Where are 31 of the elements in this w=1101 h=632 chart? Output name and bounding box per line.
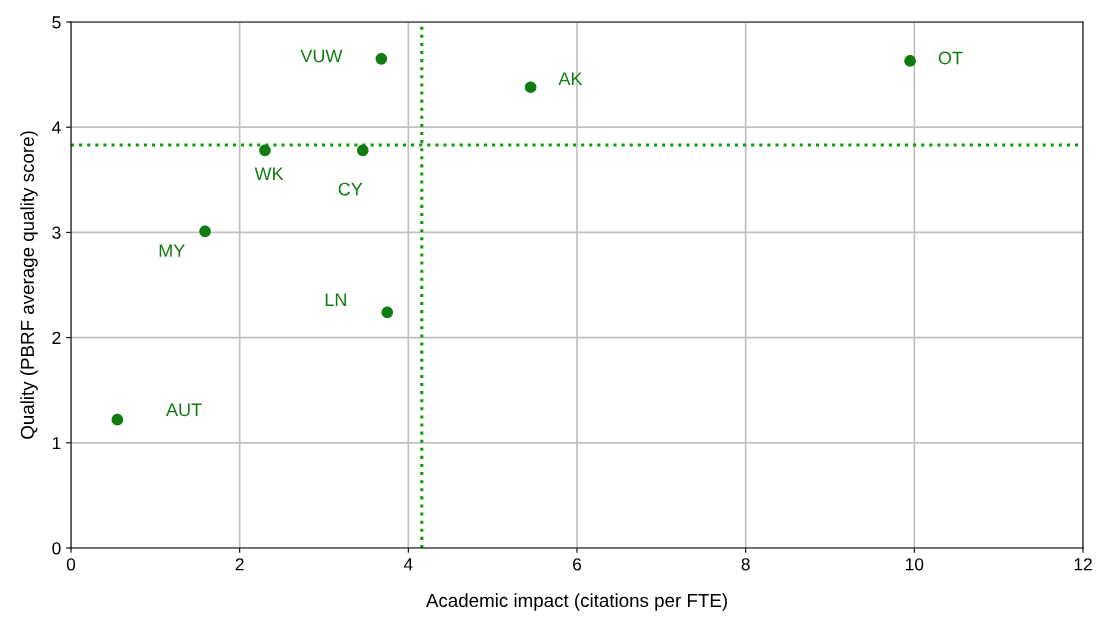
y-tick-label: 4 [52, 121, 61, 134]
point [199, 225, 211, 238]
y-tick-label: 3 [52, 226, 61, 239]
y-tick-label: 0 [52, 542, 61, 555]
x-tick-label: 4 [403, 558, 413, 571]
y-tick-label: 5 [52, 16, 61, 29]
x-tick-label: 8 [741, 558, 750, 571]
x-tick-label: 0 [66, 558, 76, 571]
annotation: MY [159, 244, 185, 257]
y-tick-label: 1 [52, 437, 61, 450]
x-tick-label: 6 [573, 558, 582, 571]
point [259, 144, 271, 157]
point [381, 306, 394, 319]
point [375, 53, 388, 65]
point [111, 413, 124, 426]
annotation: VUW [300, 49, 343, 63]
x-tick-label: 12 [1074, 558, 1092, 571]
x-axis-title: Academic impact (citations per FTE) [425, 593, 727, 611]
y-axis-title: Quality (PBRF average quality score) [20, 131, 38, 439]
x-tick-label: 10 [906, 558, 924, 571]
point [524, 81, 537, 94]
point [356, 144, 369, 157]
point [904, 55, 916, 67]
y-tick-label: 2 [52, 331, 61, 344]
annotation: OT [938, 51, 963, 65]
annotation: WK [254, 167, 284, 181]
annotation: CY [338, 182, 363, 196]
annotation: LN [325, 293, 346, 306]
annotation: AUT [166, 403, 202, 417]
x-tick-label: 2 [235, 558, 244, 571]
annotation: AK [558, 72, 583, 85]
